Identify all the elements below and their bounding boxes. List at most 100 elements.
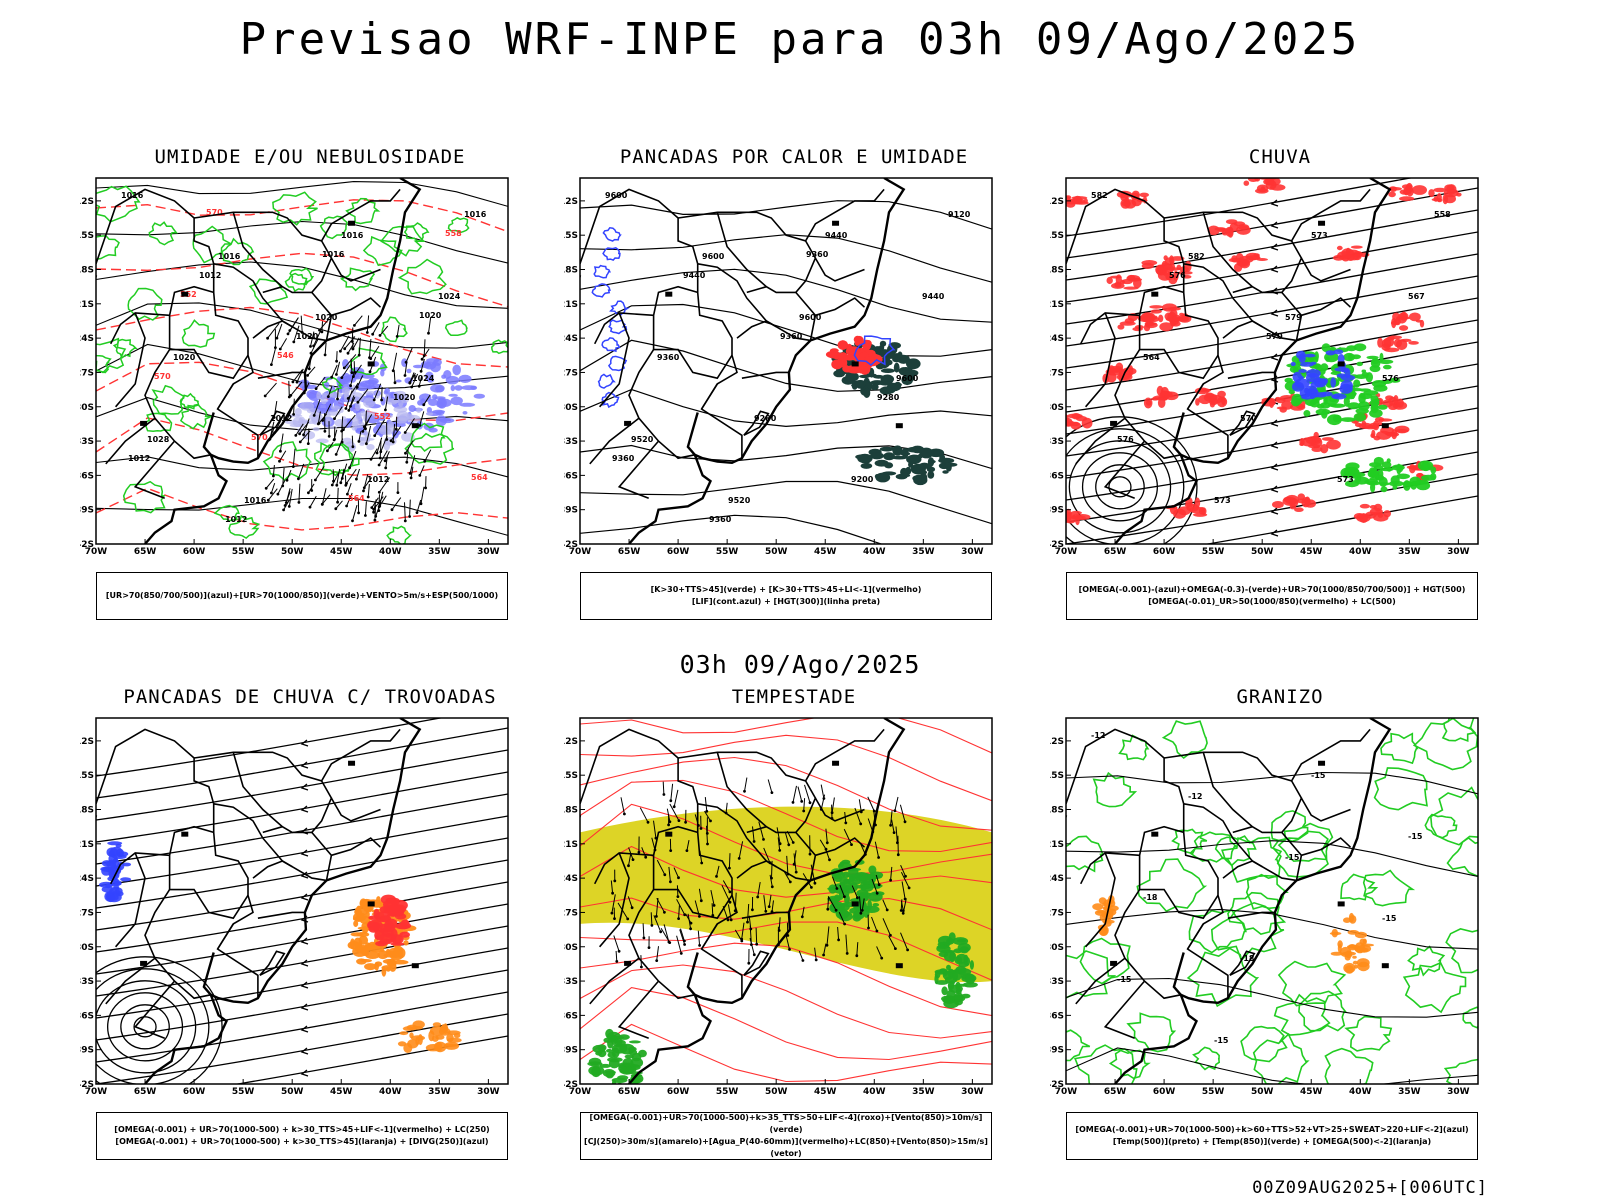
orange-storm [358, 935, 369, 945]
state-border [168, 285, 249, 380]
green-humidity [447, 217, 470, 234]
lon-tick: 55W [1202, 1087, 1225, 1097]
blue-humidity [363, 397, 376, 408]
panel-umidade: UMIDADE E/OU NEBULOSIDADE 1016 1016 1020 102… [80, 146, 540, 626]
wind850-area [860, 884, 874, 892]
omega-red [1119, 321, 1136, 326]
omega-red [1381, 338, 1392, 349]
wind-vector [267, 488, 278, 501]
contour-label: -15 [1382, 914, 1397, 923]
wind-vector-head [284, 501, 288, 504]
wind-vector-head [316, 422, 320, 426]
lat-tick: 15S [1050, 771, 1064, 781]
kindex-area [879, 344, 885, 351]
wind850-vector-head [644, 855, 648, 859]
wind850-vector [711, 903, 714, 916]
omega-red [1066, 513, 1071, 524]
wind850-vector-head [611, 891, 614, 895]
wind-vector-head [418, 424, 422, 427]
wind850-vector-head [770, 885, 774, 889]
state-border [257, 371, 305, 379]
wind850-area [628, 1046, 637, 1052]
lon-tick: 70W [569, 547, 592, 557]
wind850-vector [628, 854, 632, 866]
wind-vector-head [344, 407, 348, 410]
omega-green [1320, 363, 1329, 372]
red-storm [383, 900, 397, 910]
blue-divergence [109, 886, 123, 896]
blue-humidity [327, 398, 336, 403]
blue-humidity [374, 389, 381, 399]
contour-label: 1016 [322, 250, 345, 259]
contour-label: 573 [1214, 496, 1231, 505]
blue-humidity [315, 438, 329, 444]
kindex-area [874, 459, 889, 467]
wind-vector [303, 418, 310, 435]
wind-vector [276, 323, 283, 339]
lat-tick: 42S [564, 540, 578, 550]
wind850-area [845, 888, 855, 894]
omega-red [1161, 303, 1178, 312]
wind-vector-head [378, 334, 382, 337]
lagoon [743, 950, 770, 977]
kindex-area [905, 369, 919, 377]
omega500-area [1346, 944, 1360, 949]
wind850-vector [755, 927, 758, 945]
state-border [311, 831, 333, 881]
lon-tick: 50W [281, 547, 304, 557]
wind-vector-head [408, 515, 411, 518]
wind-vector [279, 433, 284, 452]
state-border [589, 957, 640, 1005]
orange-storm [352, 946, 368, 957]
wind850-area [606, 1048, 613, 1053]
lc850-streamline [580, 1023, 992, 1083]
wind-vector-head [403, 374, 407, 377]
wind850-vector-head [751, 908, 754, 912]
omega-red [1106, 371, 1117, 383]
orange-storm [446, 1037, 462, 1043]
wind850-area [588, 1065, 605, 1076]
wind850-vector [823, 943, 827, 956]
omega-green [1358, 392, 1366, 404]
wind-vector-head [368, 356, 371, 359]
wind850-vector-head [623, 812, 626, 816]
omega-green [1390, 377, 1400, 383]
state-border [212, 803, 259, 999]
green-humidity [248, 278, 289, 305]
wind850-area [618, 1034, 630, 1040]
lake-mark [832, 760, 840, 766]
blue-divergence [110, 846, 123, 856]
wind-vector-head [272, 474, 275, 478]
blue-humidity [450, 385, 455, 392]
wind-vector [364, 501, 367, 516]
wind-vector-head [355, 477, 358, 481]
coastline [144, 718, 422, 1084]
wind850-vector [706, 825, 708, 845]
lon-tick: 60W [183, 547, 206, 557]
omega-red [1145, 400, 1152, 406]
contour-label: 570 [1240, 414, 1257, 423]
wind850-vector [655, 898, 659, 917]
wind850-vector-head [630, 906, 634, 910]
wind850-vector-head [699, 827, 703, 830]
panel-title: TEMPESTADE [731, 686, 857, 708]
wind-vector-head [422, 403, 426, 407]
blue-humidity [448, 393, 458, 397]
lc250-streamline [96, 727, 508, 799]
omega-blue [1304, 353, 1316, 358]
wind-vector-head [292, 340, 296, 344]
wind-vector-head [281, 484, 285, 488]
wind-vector [321, 494, 331, 505]
lon-tick: 40W [863, 1087, 886, 1097]
omega-green [1370, 358, 1381, 368]
red-storm [379, 938, 391, 945]
legend-line: [OMEGA(-0.001)+UR>70(1000-500)+k>35_TTS>… [589, 1113, 983, 1134]
wind-vector [392, 424, 396, 443]
page-title: Previsao WRF-INPE para 03h 09/Ago/2025 [239, 14, 1361, 65]
wind850-area [839, 903, 844, 909]
panel-legend: [OMEGA(-0.001) + UR>70(1000-500) + k>30_… [96, 1112, 508, 1160]
lake-mark [1151, 831, 1159, 837]
wind850-vector [728, 853, 731, 869]
state-border [96, 728, 215, 805]
wind-vector-head [404, 451, 407, 455]
